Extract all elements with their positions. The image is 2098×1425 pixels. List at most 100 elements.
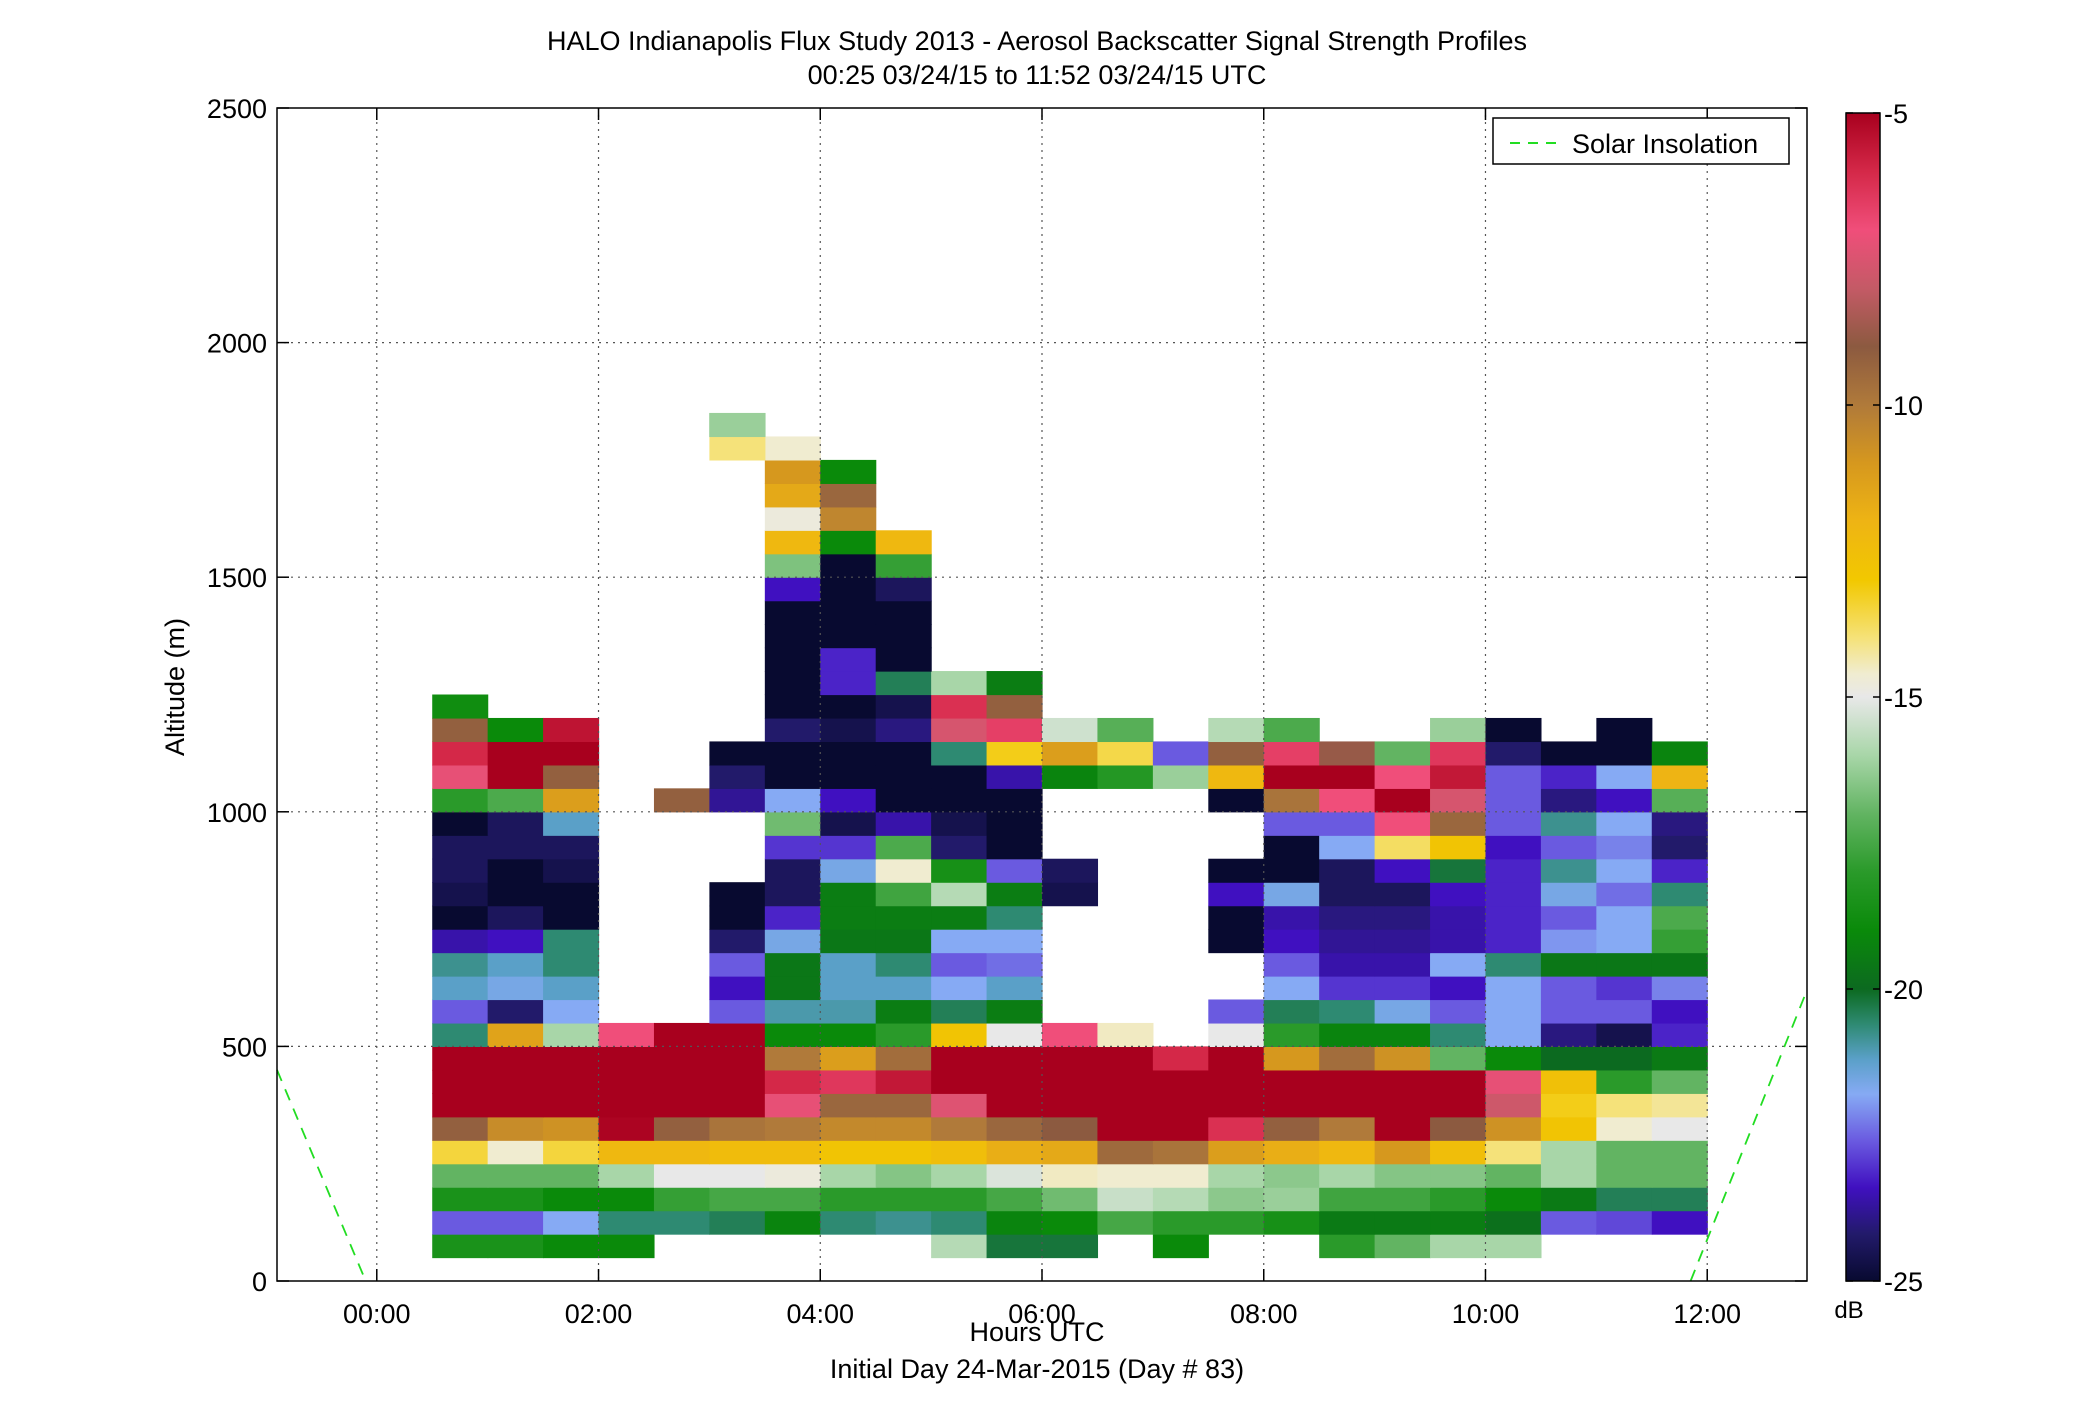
heatmap-cell bbox=[432, 999, 489, 1024]
heatmap-cell bbox=[1208, 1093, 1265, 1118]
heatmap-cell bbox=[432, 1069, 489, 1094]
heatmap-cell bbox=[1374, 905, 1431, 930]
heatmap-cell bbox=[543, 764, 600, 789]
solar-insolation-series bbox=[276, 989, 1808, 1282]
heatmap-cell bbox=[1208, 1140, 1265, 1165]
heatmap-cell bbox=[1208, 1187, 1265, 1212]
chart-title: HALO Indianapolis Flux Study 2013 - Aero… bbox=[547, 26, 1527, 56]
heatmap-cell bbox=[1596, 882, 1653, 907]
heatmap-cell bbox=[931, 929, 988, 954]
heatmap-cell bbox=[1097, 1210, 1154, 1235]
heatmap-cell bbox=[1485, 929, 1542, 954]
heatmap-cell bbox=[1651, 1116, 1708, 1141]
heatmap-cell bbox=[931, 976, 988, 1001]
heatmap-cell bbox=[1097, 741, 1154, 766]
heatmap-cell bbox=[1319, 952, 1376, 977]
heatmap-cell bbox=[875, 858, 932, 883]
heatmap-cell bbox=[875, 929, 932, 954]
heatmap-cell bbox=[1152, 764, 1209, 789]
heatmap-cell bbox=[1485, 1234, 1542, 1259]
heatmap-cell bbox=[1319, 1116, 1376, 1141]
heatmap-cell bbox=[1596, 1069, 1653, 1094]
y-tick-label: 2000 bbox=[207, 329, 267, 359]
heatmap-cell bbox=[1540, 741, 1597, 766]
heatmap-cell bbox=[1319, 882, 1376, 907]
heatmap-cell bbox=[1319, 1046, 1376, 1071]
heatmap-cell bbox=[1430, 764, 1487, 789]
heatmap-cell bbox=[875, 1187, 932, 1212]
heatmap-cell bbox=[1263, 1163, 1320, 1188]
heatmap-cell bbox=[1430, 741, 1487, 766]
heatmap-cell bbox=[1596, 1187, 1653, 1212]
colorbar-label: dB bbox=[1834, 1297, 1863, 1324]
heatmap-cell bbox=[1540, 835, 1597, 860]
heatmap-cell bbox=[1263, 976, 1320, 1001]
heatmap-cell bbox=[986, 835, 1043, 860]
heatmap-cell bbox=[1319, 835, 1376, 860]
heatmap-cell bbox=[1374, 1187, 1431, 1212]
heatmap-cell bbox=[931, 835, 988, 860]
heatmap-cell bbox=[875, 952, 932, 977]
heatmap-cell bbox=[1097, 717, 1154, 743]
heatmap-cell bbox=[543, 929, 600, 954]
heatmap-cell bbox=[1152, 1093, 1209, 1118]
heatmap-cell bbox=[1374, 858, 1431, 883]
heatmap-cell bbox=[1651, 764, 1708, 789]
heatmap-cell bbox=[543, 741, 600, 766]
heatmap-cell bbox=[1485, 1093, 1542, 1118]
heatmap-cell bbox=[986, 1140, 1043, 1165]
heatmap-cell bbox=[986, 694, 1043, 719]
heatmap-cell bbox=[1097, 1046, 1154, 1071]
heatmap-cell bbox=[432, 835, 489, 860]
heatmap-cell bbox=[875, 1116, 932, 1141]
heatmap-cell bbox=[820, 1093, 877, 1118]
heatmap-cell bbox=[1374, 811, 1431, 836]
heatmap-cell bbox=[543, 717, 600, 743]
heatmap-cell bbox=[1485, 905, 1542, 930]
heatmap-cell bbox=[1596, 1116, 1653, 1141]
heatmap-cell bbox=[598, 1234, 655, 1259]
heatmap-cell bbox=[1430, 905, 1487, 930]
heatmap-cell bbox=[1319, 1093, 1376, 1118]
heatmap-cell bbox=[1042, 717, 1099, 743]
heatmap-cell bbox=[875, 1140, 932, 1165]
heatmap-cell bbox=[931, 717, 988, 743]
heatmap-cell bbox=[764, 577, 821, 602]
heatmap-cell bbox=[764, 624, 821, 649]
heatmap-cell bbox=[1319, 741, 1376, 766]
heatmap-cell bbox=[543, 999, 600, 1024]
heatmap-cell bbox=[1485, 1163, 1542, 1188]
heatmap-cell bbox=[1540, 1163, 1597, 1188]
heatmap-cell bbox=[986, 717, 1043, 743]
heatmap-cell bbox=[1596, 835, 1653, 860]
heatmap-cell bbox=[1042, 1022, 1099, 1047]
heatmap-cell bbox=[764, 436, 821, 461]
heatmap-cell bbox=[1208, 929, 1265, 954]
heatmap-cell bbox=[709, 1210, 766, 1235]
heatmap-cell bbox=[1263, 1140, 1320, 1165]
heatmap-cell bbox=[1263, 1022, 1320, 1047]
heatmap-cell bbox=[1263, 788, 1320, 813]
heatmap-cell bbox=[875, 577, 932, 602]
heatmap-cell bbox=[1263, 858, 1320, 883]
heatmap-cell bbox=[875, 835, 932, 860]
heatmap-cell bbox=[1540, 999, 1597, 1024]
heatmap-cell bbox=[487, 976, 544, 1001]
heatmap-cell bbox=[764, 788, 821, 813]
heatmap-cell bbox=[709, 1022, 766, 1047]
heatmap-cell bbox=[1430, 882, 1487, 907]
heatmap-cell bbox=[986, 1069, 1043, 1094]
heatmap-cell bbox=[931, 1187, 988, 1212]
heatmap-cell bbox=[1430, 952, 1487, 977]
heatmap-cell bbox=[931, 999, 988, 1024]
heatmap-cell bbox=[931, 764, 988, 789]
heatmap-cell bbox=[931, 1022, 988, 1047]
heatmap-cell bbox=[487, 952, 544, 977]
heatmap-cell bbox=[709, 929, 766, 954]
heatmap-cell bbox=[1208, 717, 1265, 743]
heatmap-cell bbox=[653, 1069, 710, 1094]
heatmap-cell bbox=[1374, 929, 1431, 954]
heatmap-cell bbox=[764, 694, 821, 719]
heatmap-cell bbox=[764, 952, 821, 977]
heatmap-cell bbox=[764, 483, 821, 508]
